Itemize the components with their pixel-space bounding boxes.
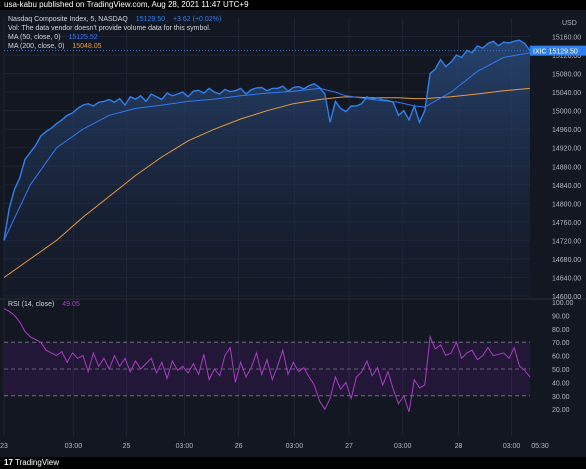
- x-tick-label: 05:30: [531, 443, 549, 450]
- axis-layer: 23 03:00 25 03:00 26 03:00 27 03:00 28 03:00 05:30…: [0, 20, 586, 450]
- x-tick-label: 23: [0, 443, 8, 450]
- legend-change: +3.62 (+0.02%): [172, 16, 222, 23]
- published-header: usa-kabu published on TradingView.com, A…: [0, 0, 586, 10]
- legend-ma200-row: MA (200, close, 0) 15048.05: [8, 43, 102, 51]
- rsi-tick-label: 70.00: [552, 340, 570, 347]
- rsi-tick-label: 50.00: [552, 367, 570, 374]
- legend-vol-row: Vol: The data vendor doesn't provide vol…: [8, 25, 211, 33]
- y-tick-label: 15120.00: [552, 53, 581, 60]
- legend-rsi-label: RSI (14, close): [8, 301, 55, 308]
- rsi-layer: [3, 308, 531, 413]
- y-tick-label: 14760.00: [552, 220, 581, 227]
- rsi-tick-label: 40.00: [552, 380, 570, 387]
- rsi-tick-label: 20.00: [552, 407, 570, 414]
- ma50-line: [3, 52, 531, 241]
- published-text: usa-kabu published on TradingView.com, A…: [4, 0, 249, 9]
- legend-ma50-value: 15125.52: [68, 34, 98, 41]
- tradingview-brand: TradingView: [14, 458, 60, 467]
- x-tick-label: 03:00: [503, 443, 521, 450]
- legend-price: 15129.50: [135, 16, 165, 23]
- legend-rsi-value: 49.05: [62, 301, 80, 308]
- rsi-tick-label: 30.00: [552, 394, 570, 401]
- legend-ma50-row: MA (50, close, 0) 15125.52: [8, 34, 98, 42]
- y-tick-label: 14840.00: [552, 183, 581, 190]
- x-tick-label: 03:00: [65, 443, 83, 450]
- price-tag-text: IXIC 15129.50: [533, 49, 578, 56]
- x-tick-label: 03:00: [394, 443, 412, 450]
- x-tick-label: 25: [123, 443, 131, 450]
- legend-vol-note: Vol: The data vendor doesn't provide vol…: [8, 25, 211, 32]
- price-tag-box: [530, 45, 586, 56]
- price-layer: [3, 39, 531, 297]
- y-tick-label: 14880.00: [552, 164, 581, 171]
- y-axis-unit: USD: [562, 20, 577, 27]
- rsi-tick-label: 80.00: [552, 327, 570, 334]
- legend-rsi-row: RSI (14, close) 49.05: [8, 301, 80, 309]
- price-line: [3, 39, 531, 241]
- y-tick-label: 14960.00: [552, 127, 581, 134]
- rsi-line: [3, 308, 531, 413]
- y-tick-label: 15160.00: [552, 35, 581, 42]
- rsi-tick-label: 90.00: [552, 313, 570, 320]
- x-tick-label: 26: [235, 443, 243, 450]
- legend-title-row: Nasdaq Composite Index, 5, NASDAQ 15129.…: [8, 16, 221, 24]
- x-tick-label: 03:00: [176, 443, 194, 450]
- y-tick-label: 15040.00: [552, 90, 581, 97]
- tradingview-logo-icon: 17: [4, 458, 13, 467]
- y-tick-label: 14680.00: [552, 257, 581, 264]
- ma200-line: [3, 87, 531, 278]
- legend-ma50-label: MA (50, close, 0): [8, 34, 61, 41]
- rsi-tick-label: 100.00: [552, 300, 574, 307]
- y-tick-label: 15000.00: [552, 109, 581, 116]
- y-tick-label: 14640.00: [552, 275, 581, 282]
- legend-title: Nasdaq Composite Index, 5, NASDAQ: [8, 16, 128, 23]
- x-tick-label: 27: [345, 443, 353, 450]
- y-tick-label: 14720.00: [552, 238, 581, 245]
- chart-svg[interactable]: 23 03:00 25 03:00 26 03:00 27 03:00 28 03:00 05:30…: [0, 10, 586, 457]
- x-tick-label: 28: [455, 443, 463, 450]
- legend-ma200-label: MA (200, close, 0): [8, 43, 65, 50]
- footer-bar: 17 TradingView: [0, 457, 586, 469]
- legend-ma200-value: 15048.05: [72, 43, 102, 50]
- y-tick-label: 14920.00: [552, 146, 581, 153]
- y-tick-label: 15080.00: [552, 72, 581, 79]
- rsi-tick-label: 60.00: [552, 354, 570, 361]
- x-tick-label: 03:00: [286, 443, 304, 450]
- price-area-fill: [4, 40, 530, 297]
- y-tick-label: 14800.00: [552, 201, 581, 208]
- chart-area[interactable]: 23 03:00 25 03:00 26 03:00 27 03:00 28 03:00 05:30…: [0, 10, 586, 457]
- y-tick-label: 14600.00: [552, 294, 581, 301]
